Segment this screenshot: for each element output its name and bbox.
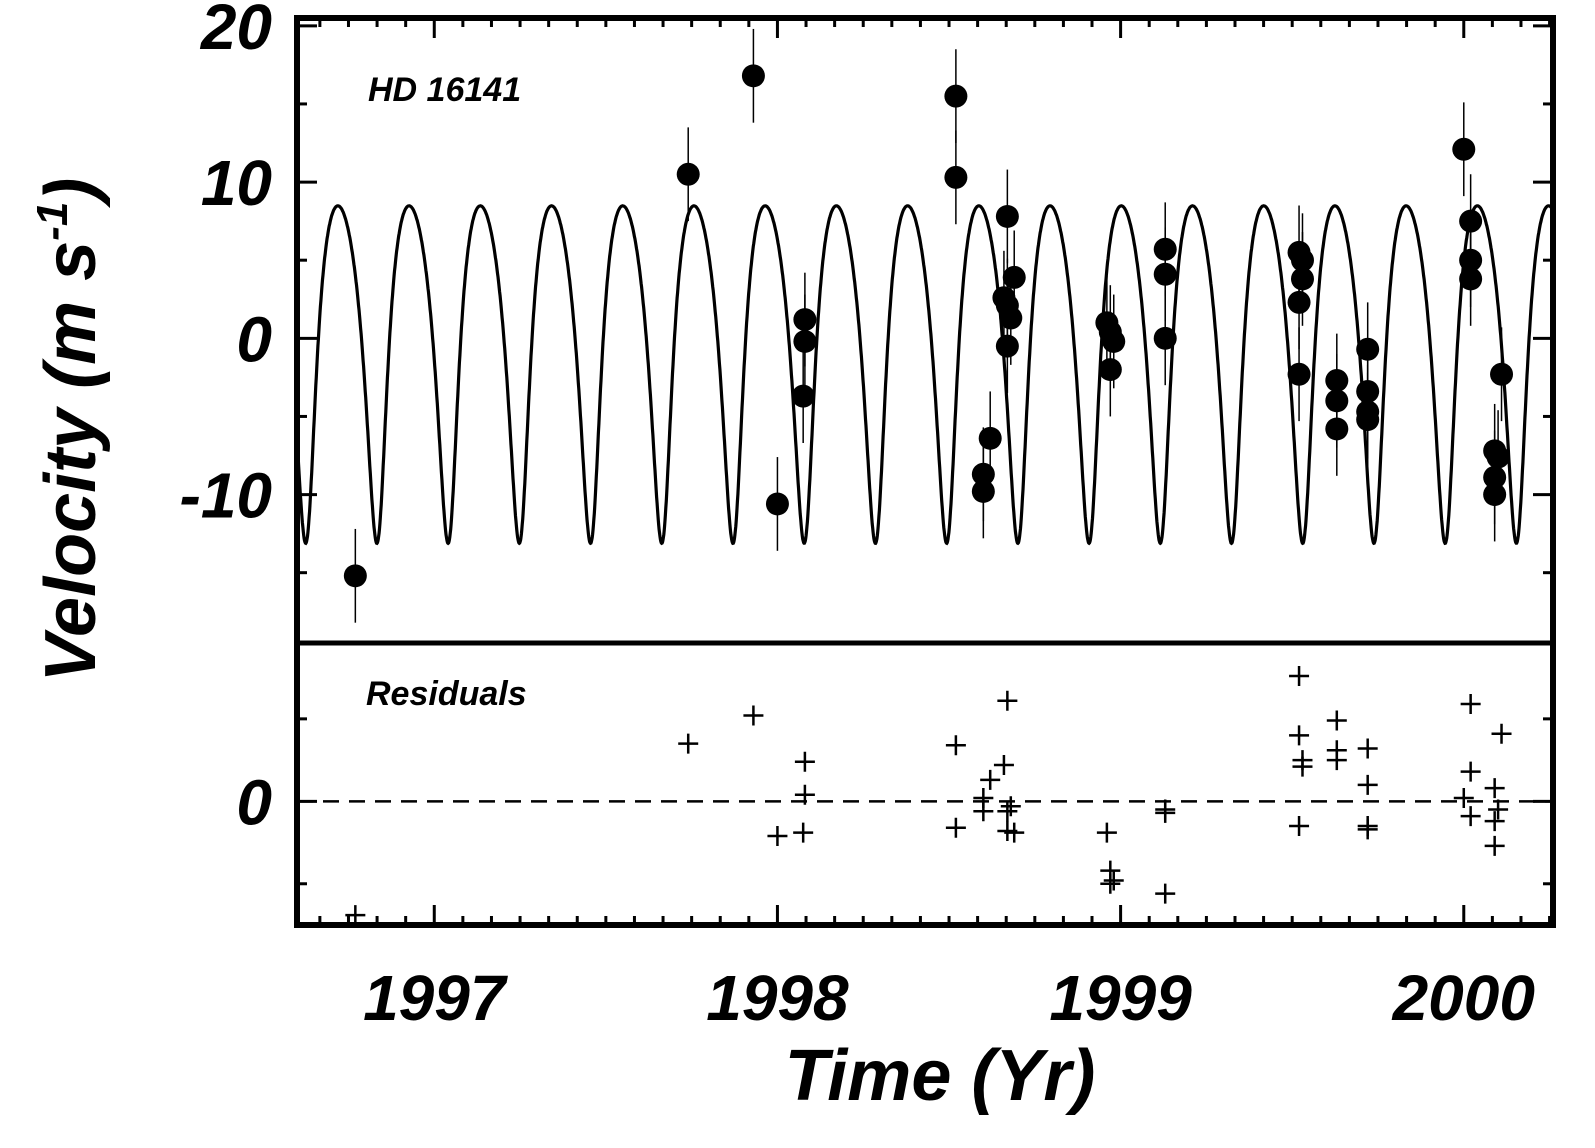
velocity-point xyxy=(995,334,1019,358)
residual-points-layer xyxy=(345,665,1512,926)
velocity-point xyxy=(1287,362,1311,386)
residual-point xyxy=(1484,835,1505,856)
residual-point xyxy=(1484,811,1505,832)
velocity-point xyxy=(944,84,968,108)
residual-point xyxy=(794,751,815,772)
residual-point xyxy=(1357,774,1378,795)
x-axis-title: Time (Yr) xyxy=(785,1036,1096,1116)
residual-point xyxy=(1460,761,1481,782)
velocity-point xyxy=(1325,417,1349,441)
velocity-point xyxy=(944,165,968,189)
residual-point xyxy=(1357,819,1378,840)
residual-point xyxy=(793,822,814,843)
data-points-layer xyxy=(343,28,1514,623)
residual-point xyxy=(945,817,966,838)
x-tick-label: 1997 xyxy=(363,962,509,1034)
residual-point xyxy=(1289,816,1310,837)
axis-ticks: 1997 1998 1999 2000 20 10 0 -10 0 xyxy=(180,0,1553,1034)
velocity-point xyxy=(1290,267,1314,291)
residual-point xyxy=(1484,778,1505,799)
velocity-point xyxy=(1356,408,1380,432)
model-curve-layer xyxy=(295,204,1555,546)
residual-point xyxy=(945,735,966,756)
residual-point xyxy=(997,801,1018,822)
x-tick-label: 2000 xyxy=(1392,962,1535,1034)
velocity-point xyxy=(971,479,995,503)
velocity-point xyxy=(741,64,765,88)
plot-border xyxy=(294,15,1556,928)
velocity-point xyxy=(1483,483,1507,507)
velocity-point xyxy=(1459,267,1483,291)
velocity-point xyxy=(995,204,1019,228)
x-tick-label: 1999 xyxy=(1049,962,1192,1034)
velocity-point xyxy=(1102,329,1126,353)
residual-point xyxy=(1000,796,1021,817)
velocity-point xyxy=(1098,358,1122,382)
velocity-point xyxy=(1153,262,1177,286)
residual-point xyxy=(1004,822,1025,843)
velocity-point xyxy=(791,384,815,408)
residual-point xyxy=(1357,738,1378,759)
residual-point xyxy=(1100,873,1121,894)
orbit-fit-curve xyxy=(295,204,1555,546)
residual-point xyxy=(1155,802,1176,823)
y-tick-label: 20 xyxy=(200,0,272,63)
y-tick-label: 10 xyxy=(201,147,272,219)
x-tick-label: 1998 xyxy=(706,962,849,1034)
velocity-point xyxy=(1490,362,1514,386)
residual-point xyxy=(980,769,1001,790)
y-axis-title-main: Velocity (m s xyxy=(31,241,111,683)
velocity-point xyxy=(343,564,367,588)
velocity-point xyxy=(1002,265,1026,289)
residual-point xyxy=(767,825,788,846)
velocity-point xyxy=(1452,137,1476,161)
velocity-point xyxy=(978,426,1002,450)
residual-point xyxy=(678,733,699,754)
y-tick-label: -10 xyxy=(180,460,273,532)
resid-y-tick-label: 0 xyxy=(236,766,272,838)
residual-point xyxy=(1491,723,1512,744)
velocity-point xyxy=(1486,445,1510,469)
velocity-point xyxy=(793,329,817,353)
velocity-point xyxy=(676,162,700,186)
velocity-point xyxy=(999,306,1023,330)
residual-point xyxy=(1326,710,1347,731)
residual-point xyxy=(345,905,366,926)
residual-point xyxy=(1326,750,1347,771)
velocity-point xyxy=(1153,326,1177,350)
residual-point xyxy=(1096,822,1117,843)
residual-point xyxy=(1453,788,1474,809)
residual-point xyxy=(1289,725,1310,746)
residual-point xyxy=(973,788,994,809)
residual-point xyxy=(1292,750,1313,771)
residual-point xyxy=(1488,799,1509,820)
residual-point xyxy=(1289,665,1310,686)
residuals-panel-label: Residuals xyxy=(366,675,527,713)
residual-point xyxy=(1155,883,1176,904)
residual-point xyxy=(1460,806,1481,827)
residual-point xyxy=(794,784,815,805)
y-axis-title-exponent: -1 xyxy=(28,202,77,241)
star-name-label: HD 16141 xyxy=(368,71,521,109)
velocity-point xyxy=(1287,290,1311,314)
y-tick-label: 0 xyxy=(236,303,272,375)
velocity-point xyxy=(765,492,789,516)
y-axis-title: Velocity (m s-1) xyxy=(28,178,111,683)
residual-point xyxy=(743,705,764,726)
residual-point xyxy=(993,755,1014,776)
plot-frame xyxy=(294,15,1556,928)
residual-point xyxy=(1460,694,1481,715)
residual-point xyxy=(1103,870,1124,891)
residual-point xyxy=(997,690,1018,711)
